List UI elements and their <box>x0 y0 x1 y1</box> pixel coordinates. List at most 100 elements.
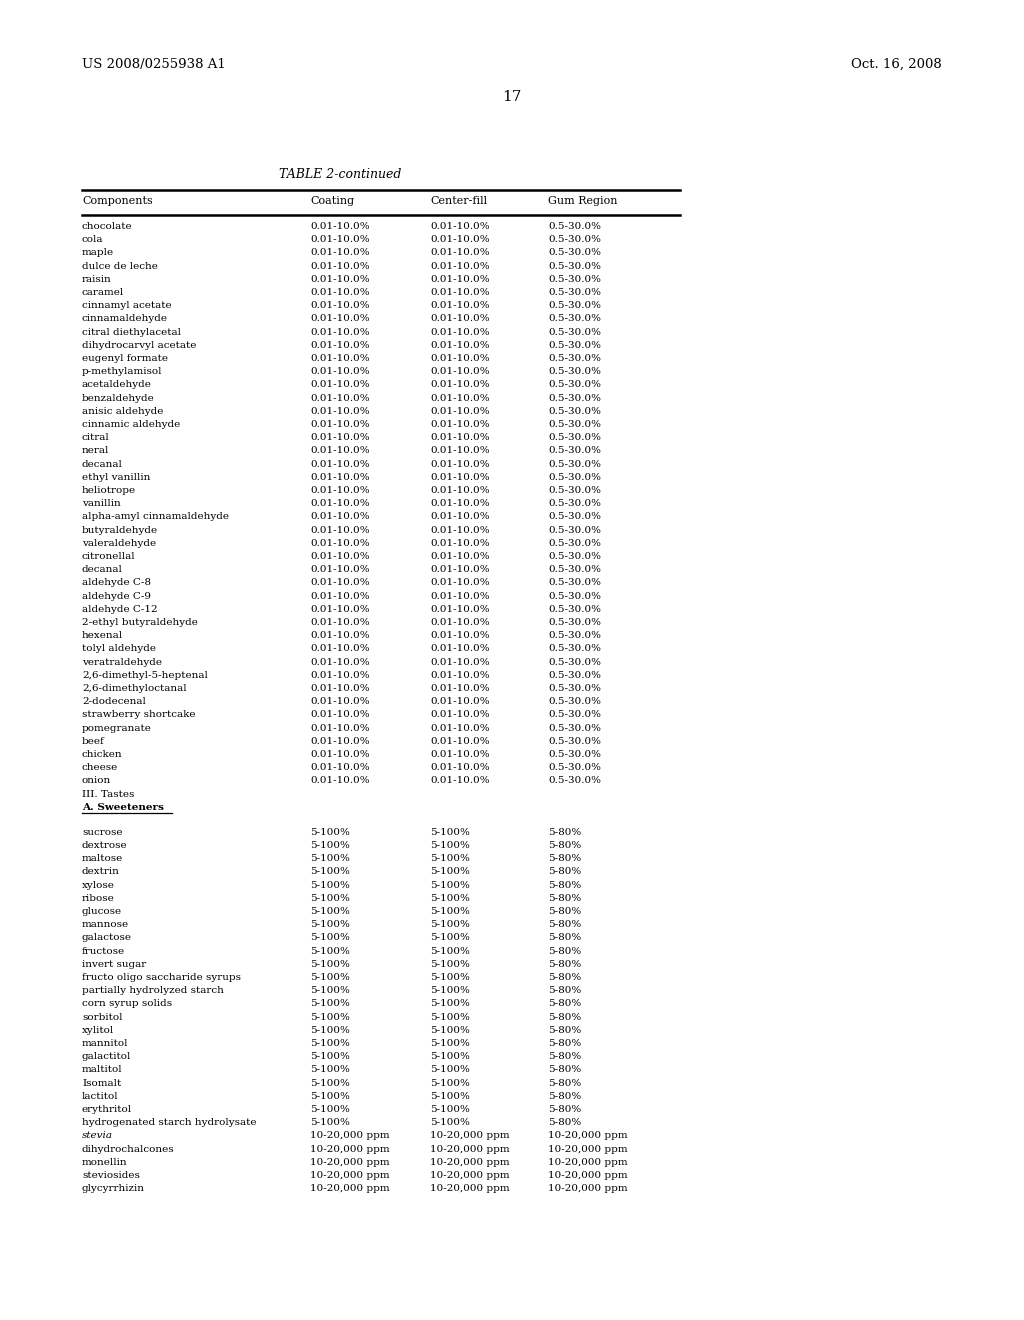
Text: 5-100%: 5-100% <box>310 1078 350 1088</box>
Text: 0.01-10.0%: 0.01-10.0% <box>430 671 489 680</box>
Text: 5-100%: 5-100% <box>430 1065 470 1074</box>
Text: 5-100%: 5-100% <box>430 841 470 850</box>
Text: 0.01-10.0%: 0.01-10.0% <box>430 525 489 535</box>
Text: 0.01-10.0%: 0.01-10.0% <box>310 539 370 548</box>
Text: 10-20,000 ppm: 10-20,000 ppm <box>310 1131 389 1140</box>
Text: 5-80%: 5-80% <box>548 1012 582 1022</box>
Text: 5-100%: 5-100% <box>430 880 470 890</box>
Text: 0.01-10.0%: 0.01-10.0% <box>430 367 489 376</box>
Text: 0.5-30.0%: 0.5-30.0% <box>548 367 601 376</box>
Text: 0.5-30.0%: 0.5-30.0% <box>548 459 601 469</box>
Text: 0.01-10.0%: 0.01-10.0% <box>310 591 370 601</box>
Text: 0.01-10.0%: 0.01-10.0% <box>310 446 370 455</box>
Text: 5-80%: 5-80% <box>548 841 582 850</box>
Text: eugenyl formate: eugenyl formate <box>82 354 168 363</box>
Text: 0.01-10.0%: 0.01-10.0% <box>430 446 489 455</box>
Text: 5-80%: 5-80% <box>548 986 582 995</box>
Text: 10-20,000 ppm: 10-20,000 ppm <box>548 1144 628 1154</box>
Text: 0.5-30.0%: 0.5-30.0% <box>548 763 601 772</box>
Text: 0.01-10.0%: 0.01-10.0% <box>310 275 370 284</box>
Text: cola: cola <box>82 235 103 244</box>
Text: 5-100%: 5-100% <box>430 894 470 903</box>
Text: 5-100%: 5-100% <box>430 854 470 863</box>
Text: 0.01-10.0%: 0.01-10.0% <box>430 486 489 495</box>
Text: 0.01-10.0%: 0.01-10.0% <box>430 261 489 271</box>
Text: 0.5-30.0%: 0.5-30.0% <box>548 618 601 627</box>
Text: 0.01-10.0%: 0.01-10.0% <box>310 261 370 271</box>
Text: US 2008/0255938 A1: US 2008/0255938 A1 <box>82 58 225 71</box>
Text: 0.01-10.0%: 0.01-10.0% <box>310 671 370 680</box>
Text: aldehyde C-12: aldehyde C-12 <box>82 605 158 614</box>
Text: 0.5-30.0%: 0.5-30.0% <box>548 433 601 442</box>
Text: xylitol: xylitol <box>82 1026 115 1035</box>
Text: mannitol: mannitol <box>82 1039 128 1048</box>
Text: 0.01-10.0%: 0.01-10.0% <box>310 354 370 363</box>
Text: 0.01-10.0%: 0.01-10.0% <box>310 605 370 614</box>
Text: 5-100%: 5-100% <box>310 973 350 982</box>
Text: 0.01-10.0%: 0.01-10.0% <box>430 327 489 337</box>
Text: 5-100%: 5-100% <box>430 828 470 837</box>
Text: glycyrrhizin: glycyrrhizin <box>82 1184 145 1193</box>
Text: 0.01-10.0%: 0.01-10.0% <box>430 737 489 746</box>
Text: 5-100%: 5-100% <box>430 1078 470 1088</box>
Text: 0.01-10.0%: 0.01-10.0% <box>310 763 370 772</box>
Text: 5-80%: 5-80% <box>548 1026 582 1035</box>
Text: citronellal: citronellal <box>82 552 135 561</box>
Text: fructose: fructose <box>82 946 125 956</box>
Text: 0.01-10.0%: 0.01-10.0% <box>430 697 489 706</box>
Text: 0.01-10.0%: 0.01-10.0% <box>430 235 489 244</box>
Text: 0.5-30.0%: 0.5-30.0% <box>548 750 601 759</box>
Text: 0.5-30.0%: 0.5-30.0% <box>548 235 601 244</box>
Text: 5-100%: 5-100% <box>430 1105 470 1114</box>
Text: 5-100%: 5-100% <box>430 946 470 956</box>
Text: 0.01-10.0%: 0.01-10.0% <box>430 512 489 521</box>
Text: 0.5-30.0%: 0.5-30.0% <box>548 525 601 535</box>
Text: 0.01-10.0%: 0.01-10.0% <box>310 644 370 653</box>
Text: benzaldehyde: benzaldehyde <box>82 393 155 403</box>
Text: 0.5-30.0%: 0.5-30.0% <box>548 380 601 389</box>
Text: 5-80%: 5-80% <box>548 1078 582 1088</box>
Text: 0.01-10.0%: 0.01-10.0% <box>310 657 370 667</box>
Text: 5-100%: 5-100% <box>310 854 350 863</box>
Text: 0.5-30.0%: 0.5-30.0% <box>548 301 601 310</box>
Text: maltitol: maltitol <box>82 1065 123 1074</box>
Text: 0.5-30.0%: 0.5-30.0% <box>548 393 601 403</box>
Text: 0.01-10.0%: 0.01-10.0% <box>430 248 489 257</box>
Text: 0.01-10.0%: 0.01-10.0% <box>310 710 370 719</box>
Text: 0.01-10.0%: 0.01-10.0% <box>310 314 370 323</box>
Text: 0.5-30.0%: 0.5-30.0% <box>548 578 601 587</box>
Text: 0.5-30.0%: 0.5-30.0% <box>548 275 601 284</box>
Text: invert sugar: invert sugar <box>82 960 146 969</box>
Text: 5-100%: 5-100% <box>310 1105 350 1114</box>
Text: 10-20,000 ppm: 10-20,000 ppm <box>548 1158 628 1167</box>
Text: 5-100%: 5-100% <box>310 867 350 876</box>
Text: 10-20,000 ppm: 10-20,000 ppm <box>430 1144 510 1154</box>
Text: 5-100%: 5-100% <box>430 1039 470 1048</box>
Text: 0.01-10.0%: 0.01-10.0% <box>430 631 489 640</box>
Text: Isomalt: Isomalt <box>82 1078 121 1088</box>
Text: tolyl aldehyde: tolyl aldehyde <box>82 644 156 653</box>
Text: decanal: decanal <box>82 565 123 574</box>
Text: 0.01-10.0%: 0.01-10.0% <box>430 710 489 719</box>
Text: 5-100%: 5-100% <box>310 960 350 969</box>
Text: 0.5-30.0%: 0.5-30.0% <box>548 314 601 323</box>
Text: 0.5-30.0%: 0.5-30.0% <box>548 723 601 733</box>
Text: 0.01-10.0%: 0.01-10.0% <box>430 288 489 297</box>
Text: 5-100%: 5-100% <box>430 933 470 942</box>
Text: 5-100%: 5-100% <box>310 1065 350 1074</box>
Text: 0.01-10.0%: 0.01-10.0% <box>430 222 489 231</box>
Text: lactitol: lactitol <box>82 1092 119 1101</box>
Text: 5-80%: 5-80% <box>548 973 582 982</box>
Text: vanillin: vanillin <box>82 499 121 508</box>
Text: hydrogenated starch hydrolysate: hydrogenated starch hydrolysate <box>82 1118 256 1127</box>
Text: 10-20,000 ppm: 10-20,000 ppm <box>430 1184 510 1193</box>
Text: 0.01-10.0%: 0.01-10.0% <box>310 723 370 733</box>
Text: 0.01-10.0%: 0.01-10.0% <box>310 473 370 482</box>
Text: 0.01-10.0%: 0.01-10.0% <box>310 631 370 640</box>
Text: 5-100%: 5-100% <box>310 828 350 837</box>
Text: 5-80%: 5-80% <box>548 960 582 969</box>
Text: alpha-amyl cinnamaldehyde: alpha-amyl cinnamaldehyde <box>82 512 229 521</box>
Text: dihydrocarvyl acetate: dihydrocarvyl acetate <box>82 341 197 350</box>
Text: 0.5-30.0%: 0.5-30.0% <box>548 684 601 693</box>
Text: 0.01-10.0%: 0.01-10.0% <box>310 222 370 231</box>
